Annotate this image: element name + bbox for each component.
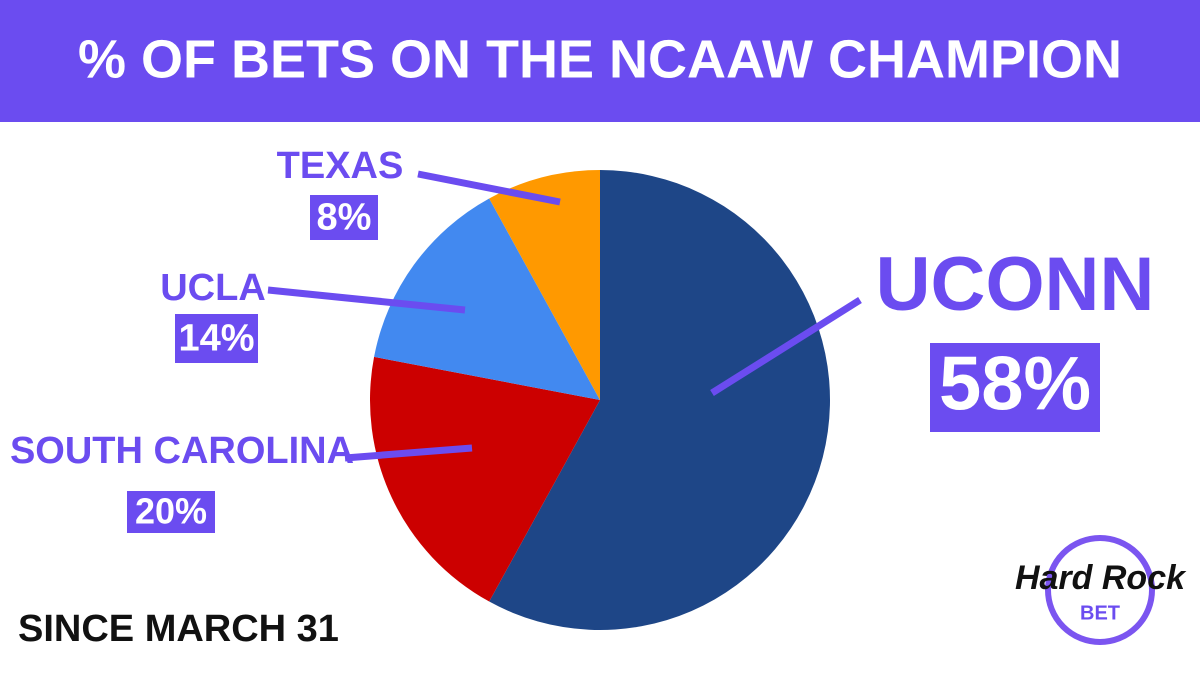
value-label: 20%: [135, 491, 207, 532]
value-label: 8%: [317, 197, 372, 239]
leader-line: [267, 286, 466, 314]
slice-label: SOUTH CAROLINA: [10, 430, 354, 472]
logo-ring: [1045, 535, 1155, 645]
value-label-box: [930, 343, 1100, 432]
pie-slice: [489, 170, 600, 400]
slice-label: UCONN: [876, 242, 1155, 327]
logo-name: Hard Rock: [1015, 559, 1187, 597]
chart-title: % OF BETS ON THE NCAAW CHAMPION: [78, 29, 1122, 89]
value-label-box: [175, 314, 258, 363]
value-label-box: [310, 195, 378, 240]
logo-sub: BET: [1080, 602, 1120, 624]
leader-line: [417, 170, 561, 206]
annotation: SINCE MARCH 31: [18, 608, 339, 650]
value-label: 58%: [939, 342, 1091, 427]
pie-slice: [370, 356, 600, 602]
slice-label: UCLA: [160, 267, 266, 309]
title-banner: [0, 0, 1200, 122]
value-label-box: [127, 491, 215, 533]
value-label: 14%: [178, 318, 254, 360]
leader-line: [710, 297, 862, 396]
pie-slice: [489, 170, 830, 630]
leader-line: [344, 444, 473, 462]
logo: Hard Rock BET: [1015, 535, 1187, 645]
pie-slice: [374, 198, 600, 400]
slice-label: TEXAS: [277, 145, 404, 187]
